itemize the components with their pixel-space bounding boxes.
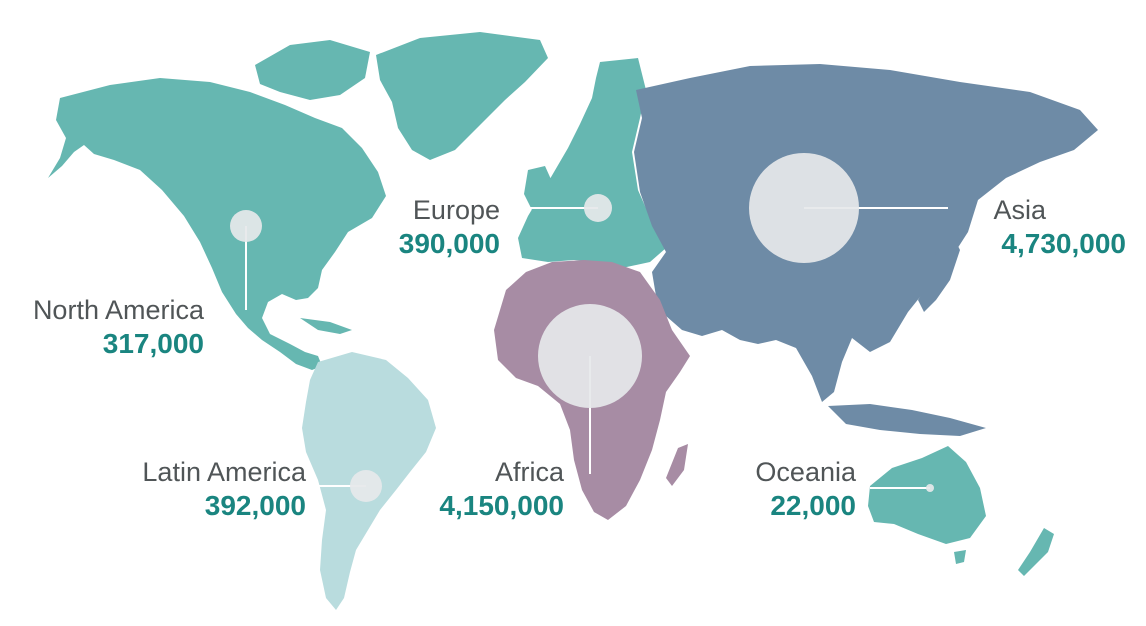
north-america-label: North America 317,000 [33,294,204,362]
africa-label: Africa 4,150,000 [439,456,564,524]
europe-label: Europe 390,000 [399,194,500,262]
asia-name: Asia [993,195,1046,225]
north-america-bubble [230,210,262,242]
asia-value: 4,730,000 [1001,228,1126,259]
caribbean-landmass [300,318,352,334]
australia-landmass [868,446,986,544]
oceania-name: Oceania [755,457,856,487]
oceania-label: Oceania 22,000 [755,456,856,524]
arctic-islands-landmass [255,40,370,100]
europe-bubble [584,194,612,222]
europe-name: Europe [412,195,500,225]
africa-bubble [538,304,642,408]
indonesia-landmass [828,404,986,436]
latin-america-name: Latin America [142,457,306,487]
africa-value: 4,150,000 [439,490,564,521]
europe-landmass [518,58,666,268]
british-isles-landmass [524,166,554,210]
europe-value: 390,000 [398,228,500,259]
north-america-value: 317,000 [102,328,204,359]
latin-america-label: Latin America 392,000 [142,456,306,524]
africa-name: Africa [494,457,564,487]
asia-landmass [634,64,1098,402]
asia-label: Asia 4,730,000 [993,194,1126,262]
tasmania-landmass [954,550,966,564]
new-zealand-landmass [1018,528,1054,576]
asia-bubble [749,153,859,263]
north-america-landmass [48,78,386,370]
oceania-bubble [926,484,934,492]
latin-america-value: 392,000 [204,490,306,521]
north-america-name: North America [32,295,204,325]
latin-america-bubble [350,470,382,502]
madagascar-landmass [666,444,688,486]
greenland-landmass [376,32,548,160]
oceania-value: 22,000 [770,490,856,521]
japan-landmass [918,230,960,312]
